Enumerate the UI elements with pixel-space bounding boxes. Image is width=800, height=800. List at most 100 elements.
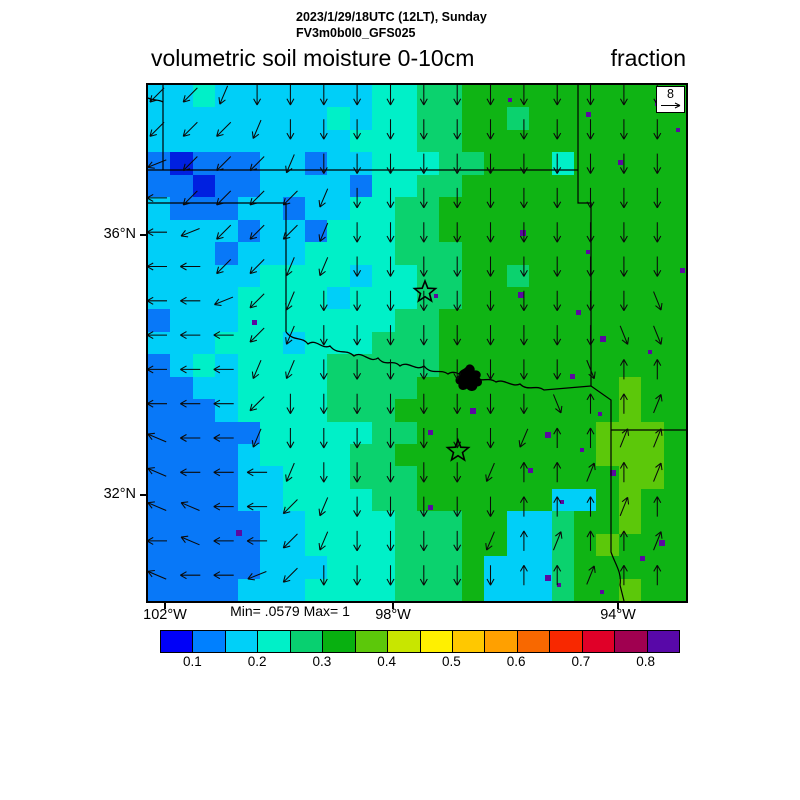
moisture-cell xyxy=(417,533,441,557)
wind-arrow xyxy=(553,153,562,174)
moisture-cell xyxy=(663,444,686,468)
wind-arrow xyxy=(453,256,462,277)
wind-arrow xyxy=(619,530,628,551)
moisture-cell xyxy=(417,444,441,468)
wind-arrow xyxy=(619,153,628,174)
high-moisture-speck xyxy=(428,430,433,435)
lon-tick xyxy=(617,602,619,609)
moisture-cell xyxy=(237,421,261,445)
moisture-cell xyxy=(641,264,665,288)
moisture-cell xyxy=(461,174,485,198)
moisture-cell xyxy=(170,556,194,580)
moisture-cell xyxy=(663,556,686,580)
moisture-cell xyxy=(484,533,508,557)
wind-arrow xyxy=(553,427,562,448)
wind-arrow xyxy=(486,290,495,312)
colorbar-cell xyxy=(322,631,355,652)
colorbar-cell xyxy=(451,631,485,652)
moisture-cell xyxy=(349,466,373,490)
wind-arrow xyxy=(419,530,428,552)
wind-arrow xyxy=(319,428,328,449)
moisture-cell xyxy=(618,578,642,601)
wind-arrow xyxy=(586,359,596,380)
moisture-cell xyxy=(394,264,418,288)
wind-arrow xyxy=(453,462,462,483)
moisture-cell xyxy=(618,85,642,109)
moisture-cell xyxy=(327,85,351,109)
colorbar-tick-label: 0.2 xyxy=(247,654,267,669)
moisture-cell xyxy=(663,533,686,557)
wind-arrow xyxy=(453,290,462,312)
moisture-cell xyxy=(461,129,485,153)
wind-arrow xyxy=(619,119,628,140)
wind-arrow xyxy=(286,85,295,106)
colorbar-cell xyxy=(161,631,193,652)
moisture-cell xyxy=(304,511,328,535)
moisture-cell xyxy=(372,488,396,512)
wind-arrow xyxy=(149,87,165,103)
wind-arrow xyxy=(653,428,663,448)
moisture-cell xyxy=(327,129,351,153)
colorbar-cell xyxy=(646,631,679,652)
moisture-cell xyxy=(551,511,575,535)
moisture-cell xyxy=(618,309,642,333)
moisture-cell xyxy=(573,129,597,153)
moisture-cell xyxy=(439,511,463,535)
wind-arrow xyxy=(586,290,595,312)
moisture-cell xyxy=(618,444,642,468)
wind-arrow xyxy=(148,399,167,408)
wind-arrow xyxy=(619,393,628,414)
moisture-cell xyxy=(282,331,306,355)
moisture-cell xyxy=(394,354,418,378)
wind-arrow xyxy=(552,394,563,414)
moisture-cell xyxy=(394,242,418,266)
moisture-cell xyxy=(327,376,351,400)
moisture-cell xyxy=(215,533,239,557)
lon-tick-label: 94°W xyxy=(600,607,636,623)
moisture-cell xyxy=(372,309,396,333)
moisture-cell xyxy=(260,174,284,198)
moisture-cell xyxy=(641,174,665,198)
wind-arrow xyxy=(586,427,595,448)
wind-arrow xyxy=(419,565,428,586)
moisture-cell xyxy=(529,219,553,243)
moisture-cell xyxy=(148,174,172,198)
wind-arrow xyxy=(486,496,495,517)
wind-arrow xyxy=(519,462,528,483)
moisture-cell xyxy=(372,286,396,310)
moisture-cell xyxy=(327,578,351,601)
moisture-cell xyxy=(192,399,216,423)
moisture-cell xyxy=(192,533,216,557)
wind-arrow xyxy=(519,359,528,380)
wind-arrow xyxy=(180,262,201,271)
wind-arrow xyxy=(246,468,268,477)
moisture-cell xyxy=(349,578,373,601)
minmax-label: Min= .0579 Max= 1 xyxy=(230,603,350,619)
moisture-cell xyxy=(618,511,642,535)
moisture-cell xyxy=(215,331,239,355)
wind-arrow xyxy=(282,567,298,583)
moisture-cell xyxy=(596,219,620,243)
wind-arrow xyxy=(653,153,662,174)
wind-arrow xyxy=(249,224,265,240)
moisture-cell xyxy=(641,399,665,423)
wind-arrow xyxy=(213,536,234,545)
wind-arrow xyxy=(148,365,167,374)
moisture-cell xyxy=(327,286,351,310)
wind-arrow xyxy=(553,222,562,243)
moisture-cell xyxy=(372,533,396,557)
moisture-cell xyxy=(439,444,463,468)
moisture-cell xyxy=(394,219,418,243)
moisture-cell xyxy=(529,533,553,557)
moisture-cell xyxy=(484,444,508,468)
moisture-cell xyxy=(618,421,642,445)
moisture-cell xyxy=(596,488,620,512)
moisture-cell xyxy=(282,85,306,109)
moisture-cell xyxy=(372,466,396,490)
moisture-cell xyxy=(394,444,418,468)
moisture-cell xyxy=(237,578,261,601)
moisture-cell xyxy=(417,309,441,333)
colorbar-cell xyxy=(224,631,258,652)
moisture-cell xyxy=(394,556,418,580)
moisture-cell xyxy=(529,129,553,153)
